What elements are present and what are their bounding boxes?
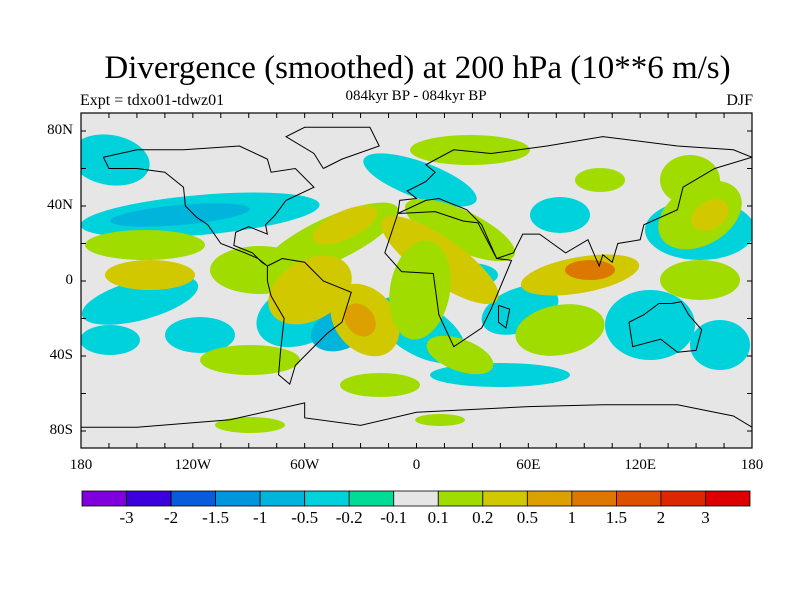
x-tick-label: 120W — [174, 457, 212, 473]
colorbar-label: -1 — [253, 508, 268, 527]
field-contour — [660, 155, 720, 205]
colorbar-swatch — [348, 490, 395, 507]
plot-title: Divergence (smoothed) at 200 hPa (10**6 … — [104, 50, 731, 86]
x-tick-label: 180 — [740, 457, 764, 473]
y-tick-label: 80N — [47, 122, 73, 138]
field-contour — [415, 414, 465, 426]
colorbar-label: -1.5 — [202, 508, 230, 527]
colorbar-label: 3 — [701, 508, 710, 527]
field-contour — [312, 205, 378, 245]
colorbar-swatch — [304, 490, 350, 507]
colorbar-label: 2 — [656, 508, 666, 527]
x-tick-label: 180 — [69, 457, 93, 473]
colorbar-label: 0.2 — [472, 508, 494, 527]
field-contour — [530, 197, 590, 233]
field-contour — [690, 320, 750, 370]
field-contour — [410, 135, 530, 165]
colorbar-swatch — [660, 490, 706, 507]
colorbar-label: -0.1 — [380, 508, 408, 527]
field-contour — [565, 260, 615, 280]
coastline — [384, 211, 513, 348]
field-contour — [215, 417, 285, 433]
season-label: DJF — [726, 92, 753, 109]
colorbar-swatch — [571, 490, 617, 507]
colorbar-swatch — [81, 490, 127, 507]
y-tick-label: 80S — [49, 422, 73, 438]
colorbar-swatch — [259, 490, 306, 507]
field-contour — [81, 134, 150, 186]
y-tick-label: 40N — [47, 197, 73, 213]
x-tick-label: 60W — [290, 457, 320, 473]
field-contour — [575, 168, 625, 192]
colorbar-label: -3 — [119, 508, 134, 527]
x-tick-label: 60E — [516, 457, 541, 473]
colorbar-label: -0.2 — [335, 508, 363, 527]
field-contour — [426, 335, 494, 375]
colorbar-label: -2 — [163, 508, 179, 527]
field-contour — [105, 260, 195, 290]
colorbar-swatch — [526, 490, 573, 507]
colorbar-label: 0.5 — [516, 508, 538, 527]
colorbar-label: 1 — [567, 508, 577, 527]
coastline — [628, 301, 703, 353]
coastline — [102, 145, 315, 267]
field-contour — [340, 373, 420, 397]
field-contour — [389, 240, 451, 340]
coastline — [266, 257, 352, 385]
x-tick-label: 120E — [624, 457, 656, 473]
y-tick-label: 0 — [65, 272, 74, 288]
plot-subtitle: 084kyr BP - 084kyr BP — [345, 88, 487, 104]
field-contour — [85, 230, 205, 260]
x-tick-label: 0 — [412, 457, 421, 473]
field-contour — [691, 199, 729, 231]
colorbar-swatch — [215, 490, 261, 507]
field-contour — [660, 260, 740, 300]
coastline — [81, 402, 752, 428]
field-contour — [404, 198, 516, 262]
colorbar-label: 1.5 — [605, 508, 628, 527]
field-contour — [200, 345, 300, 375]
field-contour — [110, 203, 250, 227]
colorbar-swatch — [705, 490, 751, 507]
colorbar-swatch — [126, 490, 172, 507]
colorbar-swatch — [437, 490, 484, 507]
coastline — [498, 304, 511, 329]
field-contour — [363, 153, 477, 207]
field-contour — [344, 303, 376, 337]
field-contour — [81, 325, 140, 355]
experiment-label: Expt = tdxo01-tdwz01 — [80, 92, 225, 109]
coastline — [284, 126, 380, 169]
colorbar-swatch — [616, 490, 662, 507]
colorbar-swatch — [482, 490, 528, 507]
coastline — [397, 136, 752, 268]
y-tick-label: 40S — [49, 347, 73, 363]
field-contour — [605, 290, 695, 360]
colorbar-label: -0.5 — [291, 508, 319, 527]
colorbar-swatch — [393, 490, 439, 507]
field-contour — [515, 304, 605, 356]
field-contour — [165, 317, 235, 353]
colorbar-swatch — [170, 490, 216, 507]
colorbar-label: 0.1 — [427, 508, 449, 527]
